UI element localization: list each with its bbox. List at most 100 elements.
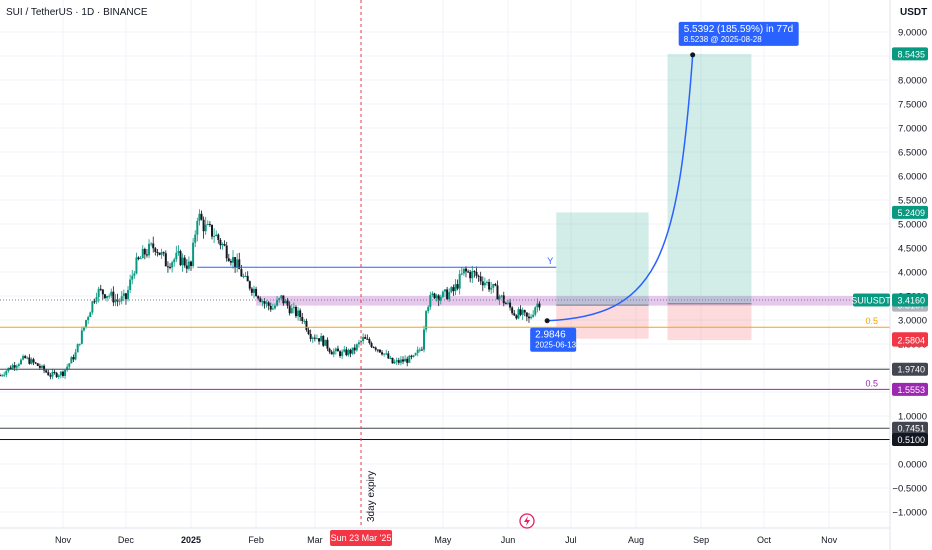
candle-body — [26, 357, 29, 359]
candle-body — [311, 337, 314, 339]
candle-body — [36, 363, 39, 366]
candle-body — [479, 276, 482, 282]
candle-body — [13, 365, 16, 368]
target-callout-line1: 5.5392 (185.59%) in 77d — [684, 24, 794, 35]
candle-body — [95, 297, 98, 302]
candle-body — [458, 274, 461, 289]
candle-body — [307, 329, 310, 335]
y-tick-label: 6.5000 — [898, 148, 927, 159]
y-tick-label: 6.0000 — [898, 172, 927, 183]
price-tag-label: 2.5804 — [897, 336, 925, 346]
line-label: 0.5 — [865, 378, 878, 388]
candle-body — [194, 234, 197, 243]
candle-body — [278, 298, 281, 301]
candle-body — [265, 302, 268, 304]
x-tick-label: Jul — [565, 535, 577, 545]
y-tick-label: 7.5000 — [898, 100, 927, 111]
candle-body — [536, 303, 539, 308]
candle-body — [427, 306, 430, 312]
candle-body — [110, 291, 113, 296]
support-zone — [256, 296, 890, 306]
currency-label: USDT — [900, 7, 927, 18]
candle-body — [66, 366, 69, 370]
candle-body — [464, 268, 467, 272]
candle-body — [332, 351, 335, 355]
candle-body — [441, 291, 444, 298]
candle-body — [124, 293, 127, 300]
candle-body — [322, 335, 325, 346]
price-tag-label: 5.2409 — [897, 208, 925, 218]
candle-body — [30, 359, 33, 364]
price-tags: 8.54355.24093.33963.31072.60932.58041.97… — [851, 47, 928, 447]
candle-body — [381, 352, 384, 355]
candle-body — [154, 248, 157, 252]
candle-body — [324, 339, 327, 346]
candle-body — [431, 293, 434, 295]
projection-start-point — [544, 318, 550, 324]
candle-body — [399, 359, 402, 363]
candle-body — [185, 265, 188, 269]
candle-body — [483, 282, 486, 286]
candle-body — [3, 374, 6, 376]
candle-body — [150, 243, 153, 245]
candle-body — [114, 299, 117, 303]
candle-body — [462, 268, 465, 274]
price-tag — [892, 433, 928, 447]
candle-body — [106, 295, 109, 299]
lightning-icon[interactable] — [519, 513, 535, 529]
candle-body — [68, 363, 71, 367]
x-tick-label: Dec — [118, 535, 135, 545]
low-callout-line1: 2.9846 — [535, 330, 566, 341]
candle-body — [80, 330, 83, 344]
candle-body — [70, 357, 73, 364]
candle-body — [240, 269, 243, 277]
candle-body — [397, 360, 400, 363]
symbol-tag — [853, 293, 890, 307]
candle-body — [416, 349, 419, 354]
price-scale[interactable] — [890, 0, 932, 550]
candle-body — [404, 358, 407, 362]
candle-body — [420, 349, 423, 351]
candle-body — [198, 213, 201, 221]
x-axis[interactable]: Nov Dec 2025 Feb Mar May Jun Jul Aug Sep Oct Nov Sun… — [55, 530, 838, 546]
candle-body — [530, 316, 533, 319]
candle-body — [349, 349, 352, 354]
candle-body — [402, 359, 405, 362]
candle-body — [328, 348, 331, 352]
candle-body — [446, 289, 449, 300]
candle-body — [82, 326, 85, 331]
candle-body — [49, 375, 52, 377]
candle-body — [353, 347, 356, 351]
candle-body — [360, 341, 363, 343]
candle-body — [211, 224, 214, 237]
x-tick-label: May — [434, 535, 452, 545]
candle-body — [374, 347, 377, 350]
candle-body — [87, 317, 90, 321]
candle-body — [368, 339, 371, 344]
candle-body — [28, 357, 31, 364]
candle-body — [131, 275, 134, 280]
candle-body — [433, 293, 436, 299]
y-tick-label: 4.5000 — [898, 244, 927, 255]
candle-body — [53, 371, 56, 373]
candle-body — [40, 365, 43, 368]
candle-body — [320, 335, 323, 342]
candle-body — [152, 243, 155, 249]
candle-body — [406, 358, 409, 363]
candle-body — [509, 302, 512, 308]
line-label: Y — [547, 256, 553, 266]
candle-body — [515, 315, 518, 319]
candle-body — [24, 356, 27, 359]
candle-body — [473, 271, 476, 273]
y-tick-label: 4.0000 — [898, 268, 927, 279]
candle-body — [177, 251, 180, 253]
candle-body — [250, 288, 253, 293]
candle-body — [423, 329, 426, 350]
x-tick-label: Nov — [821, 535, 838, 545]
candle-body — [156, 251, 159, 253]
position-target-zone — [667, 53, 752, 304]
expiry-date-tag[interactable] — [330, 530, 393, 546]
candle-body — [89, 312, 92, 318]
